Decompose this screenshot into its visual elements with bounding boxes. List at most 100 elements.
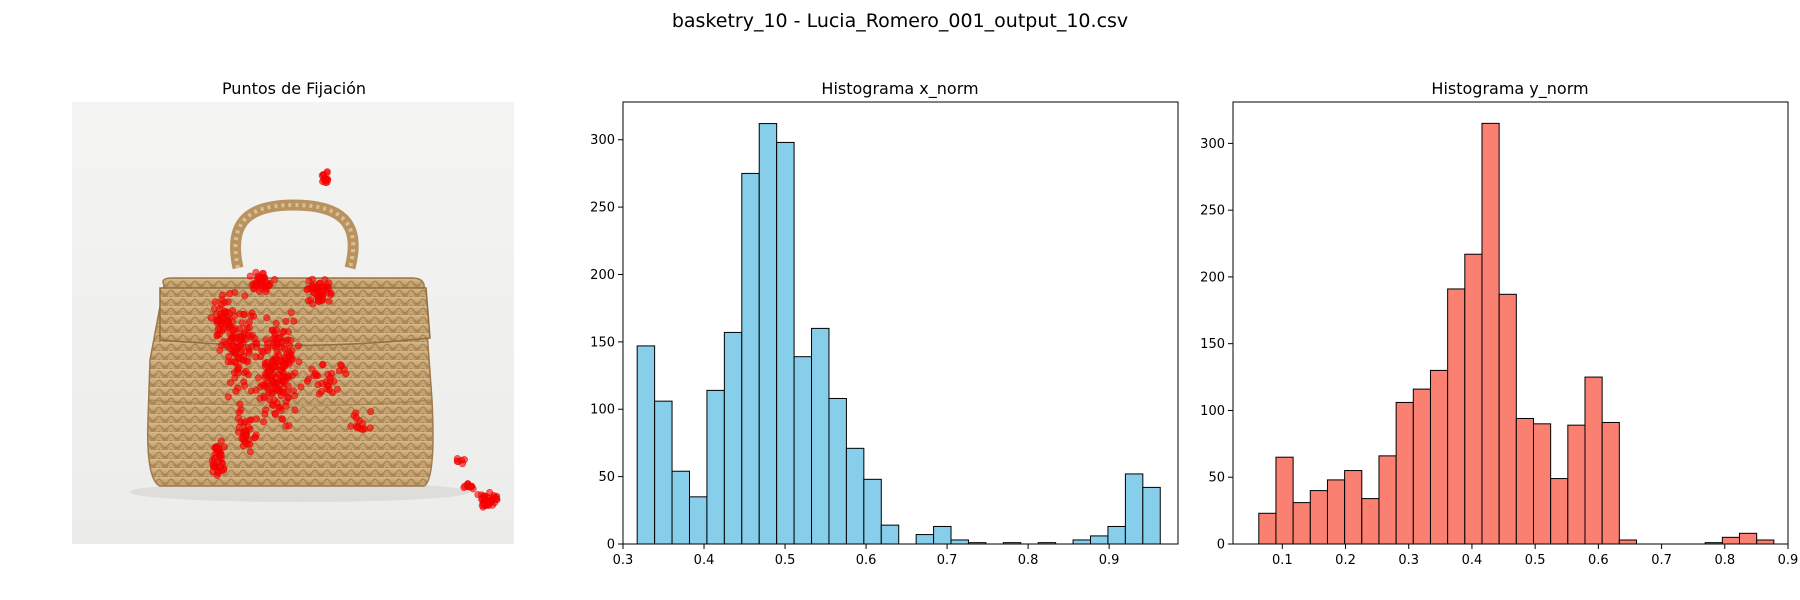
histogram-x-xtick-label: 0.7 (937, 553, 958, 568)
fixation-point (278, 415, 286, 423)
fixation-point (319, 361, 327, 369)
histogram-y-bar (1429, 369, 1449, 545)
histogram-x-ytick-label: 150 (590, 335, 615, 350)
fixation-point (231, 374, 239, 382)
fixation-point (240, 310, 248, 318)
fixation-point (236, 400, 244, 408)
fixation-points (207, 168, 501, 511)
fixation-point (232, 347, 240, 355)
fixation-point (326, 377, 334, 385)
fixation-point (290, 317, 298, 325)
fixation-point (459, 460, 467, 468)
fixation-point (279, 338, 287, 346)
fixation-point (352, 414, 360, 422)
histogram-x-bar (880, 524, 900, 545)
histogram-y-xtick-label: 0.8 (1714, 553, 1735, 568)
histogram-y-ytick-label: 50 (1208, 471, 1225, 486)
fixation-point (242, 367, 250, 375)
fixation-point (260, 418, 268, 426)
fixation-point (256, 394, 264, 402)
fixation-point (218, 301, 226, 309)
fixation-point (478, 501, 486, 509)
fixation-point (314, 381, 322, 389)
fixation-point (226, 379, 234, 387)
fixation-point (237, 342, 245, 350)
fixation-point (367, 408, 375, 416)
fixation-point (239, 319, 247, 327)
histogram-x-bar (636, 345, 656, 545)
fixation-point (303, 377, 311, 385)
fixation-point (324, 371, 332, 379)
fixation-point (246, 448, 254, 456)
histogram-y-bar (1481, 122, 1500, 545)
histogram-y-bar (1395, 401, 1414, 545)
fixation-point (287, 336, 295, 344)
fixation-point (273, 326, 281, 334)
histogram-x-bar (741, 172, 760, 545)
fixation-point (316, 287, 324, 295)
histogram-x-xtick-label: 0.3 (613, 553, 634, 568)
fixation-point (271, 275, 279, 283)
fixation-point (246, 416, 254, 424)
histogram-y-bar (1498, 293, 1517, 545)
histogram-x-bar (933, 525, 952, 545)
histogram-y-bar (1309, 490, 1328, 545)
fixation-point (284, 372, 292, 380)
fixation-point (291, 406, 299, 414)
fixation-point (261, 410, 269, 418)
fixation-point (235, 363, 243, 371)
histogram-x-bar (811, 327, 830, 545)
fixation-point (323, 288, 331, 296)
fixation-point (467, 482, 475, 490)
histogram-y-bar (1550, 478, 1569, 545)
histogram-y-bar (1447, 288, 1466, 545)
histogram-y-xtick-label: 0.7 (1651, 553, 1672, 568)
histogram-y-bar (1292, 502, 1311, 545)
histogram-y-ytick-label: 100 (1200, 404, 1225, 419)
figure-title: basketry_10 - Lucia_Romero_001_output_10… (672, 10, 1128, 32)
fixation-point (325, 297, 333, 305)
histogram-y-bar (1378, 455, 1397, 545)
histogram-y-bar (1275, 456, 1294, 545)
fixation-point (245, 324, 253, 332)
histogram-y-ytick-label: 300 (1200, 137, 1225, 152)
fixation-point (245, 347, 253, 355)
fixation-point (493, 495, 501, 503)
fixation-point (232, 387, 240, 395)
fixation-point (269, 358, 277, 366)
fixation-point (213, 332, 221, 340)
histogram-x-bar (1142, 486, 1161, 545)
fixation-point (241, 292, 249, 300)
fixation-point (314, 297, 322, 305)
fixation-point (333, 385, 341, 393)
fixation-point (284, 352, 292, 360)
histogram-x-bar (1072, 539, 1092, 545)
histogram-y-ytick-label: 200 (1200, 270, 1225, 285)
histogram-x-bar (828, 397, 847, 545)
fixation-point (266, 367, 274, 375)
histogram-y-ytick-label: 150 (1200, 337, 1225, 352)
histogram-y-xtick-label: 0.5 (1525, 553, 1546, 568)
fixation-point (226, 290, 234, 298)
fixation-point (260, 383, 268, 391)
histogram-y-bars (1258, 122, 1775, 545)
histogram-x-bar (688, 496, 708, 545)
histogram-y-bar (1584, 376, 1603, 545)
histogram-y-panel: Histograma y_norm 0.1 0.2 0.3 0.4 0.5 0.6 0.7 0… (1200, 79, 1798, 568)
fixation-point (319, 178, 327, 186)
histogram-x-xtick-label: 0.9 (1099, 553, 1120, 568)
histogram-y-bar (1515, 417, 1534, 545)
fixation-point (220, 443, 228, 451)
fixation-point (256, 274, 264, 282)
fixation-point (252, 431, 260, 439)
histogram-y-bar (1412, 388, 1431, 545)
histogram-y-bar (1567, 424, 1586, 545)
histogram-y-bar (1739, 532, 1758, 545)
fixation-point (340, 366, 348, 374)
histogram-y-bar (1756, 539, 1775, 545)
fixation-point (222, 340, 230, 348)
fixation-point (261, 374, 269, 382)
fixation-point (248, 331, 256, 339)
histogram-y-xtick-label: 0.3 (1398, 553, 1419, 568)
fixation-point (294, 342, 302, 350)
